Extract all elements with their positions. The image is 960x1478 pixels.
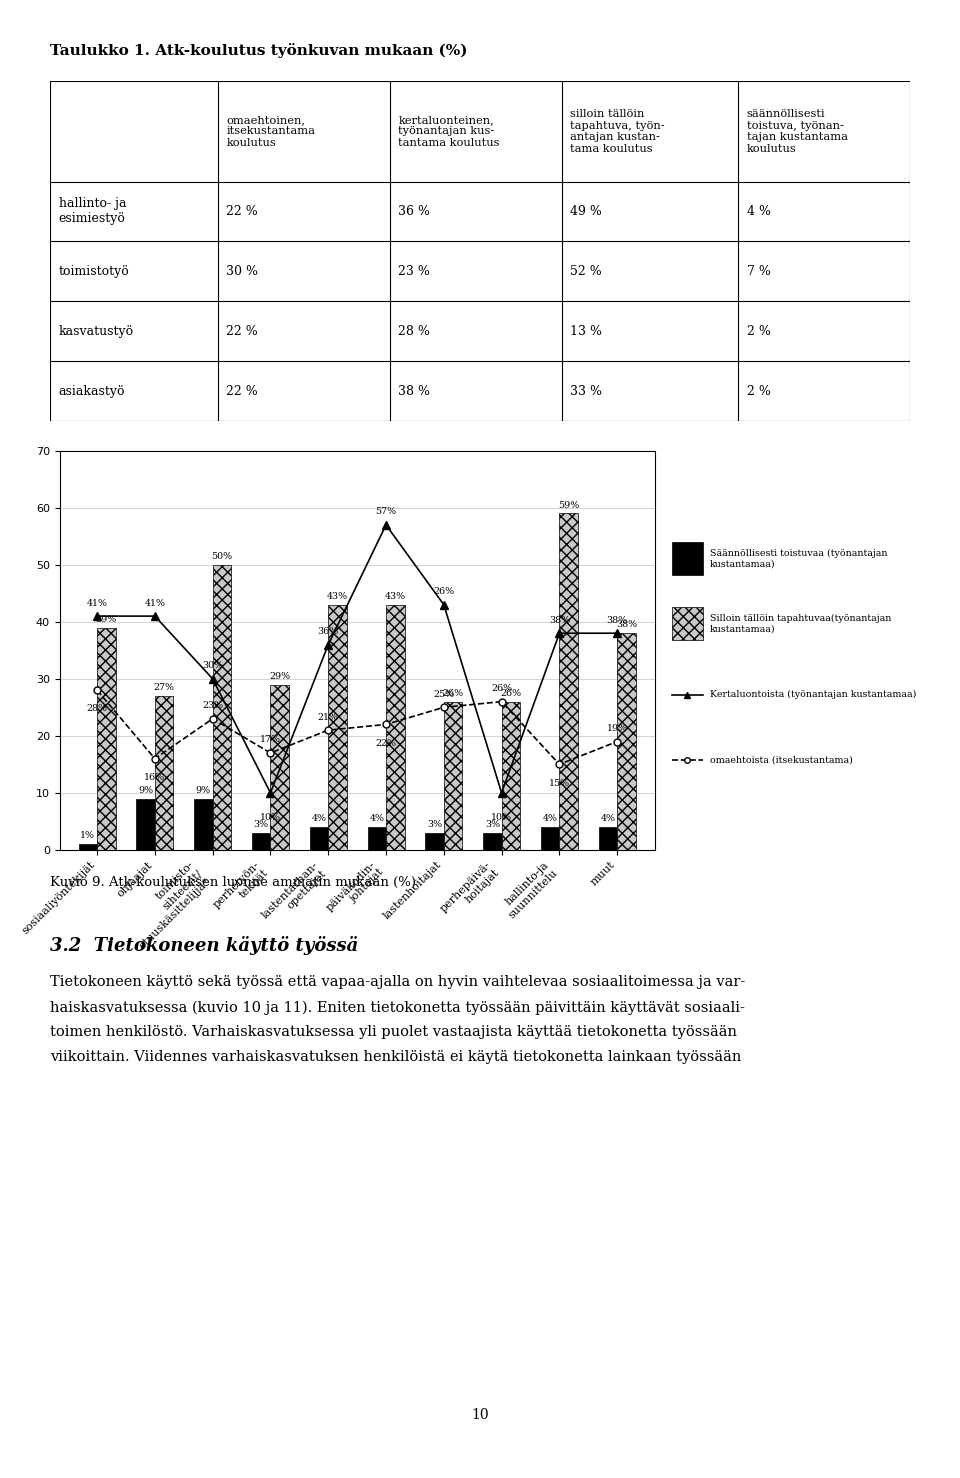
Text: 4%: 4% [311, 814, 326, 823]
Bar [483, 832, 501, 850]
Bar [368, 828, 386, 850]
Bar [672, 607, 703, 640]
Text: 19%: 19% [607, 724, 628, 733]
Text: 10: 10 [471, 1409, 489, 1422]
Text: 23 %: 23 % [398, 265, 430, 278]
Text: 30 %: 30 % [227, 265, 258, 278]
Bar [271, 684, 289, 850]
Bar [155, 696, 174, 850]
Bar [213, 565, 231, 850]
Text: 4%: 4% [370, 814, 384, 823]
Text: 39%: 39% [96, 615, 117, 624]
Text: 15%: 15% [549, 779, 570, 788]
Bar [672, 542, 703, 575]
Bar [386, 605, 404, 850]
Bar [97, 628, 115, 850]
Text: 10%: 10% [260, 813, 281, 822]
Bar [425, 832, 444, 850]
Text: 38%: 38% [616, 621, 637, 630]
Text: 3.2  Tietokoneen käyttö työssä: 3.2 Tietokoneen käyttö työssä [50, 937, 358, 955]
Text: 22 %: 22 % [227, 325, 258, 337]
Text: 13 %: 13 % [570, 325, 602, 337]
Text: 4%: 4% [542, 814, 558, 823]
Bar [444, 702, 463, 850]
Bar [540, 828, 560, 850]
Text: 36 %: 36 % [398, 205, 430, 217]
Text: 26%: 26% [500, 689, 521, 698]
Text: 4 %: 4 % [747, 205, 771, 217]
Text: 9%: 9% [196, 785, 211, 795]
Text: 1%: 1% [81, 831, 95, 840]
Text: säännöllisesti
toistuva, työnan-
tajan kustantama
koulutus: säännöllisesti toistuva, työnan- tajan k… [747, 109, 848, 154]
Text: 33 %: 33 % [570, 384, 602, 398]
Text: 41%: 41% [86, 599, 108, 607]
Text: 43%: 43% [385, 591, 406, 600]
Text: 17%: 17% [260, 736, 281, 745]
Text: 38%: 38% [549, 616, 570, 625]
Text: 38%: 38% [607, 616, 628, 625]
Text: hallinto- ja
esimiestyö: hallinto- ja esimiestyö [59, 198, 126, 226]
Text: 7 %: 7 % [747, 265, 771, 278]
Text: 21%: 21% [318, 712, 339, 721]
Text: 29%: 29% [269, 671, 290, 680]
Text: 50%: 50% [211, 551, 232, 560]
Text: 4%: 4% [600, 814, 615, 823]
Text: 3%: 3% [485, 820, 500, 829]
Text: 28%: 28% [86, 705, 108, 714]
Bar [617, 633, 636, 850]
Bar [560, 513, 578, 850]
Text: kasvatustyö: kasvatustyö [59, 325, 133, 337]
Text: 27%: 27% [154, 683, 175, 692]
Text: 9%: 9% [138, 785, 154, 795]
Text: omaehtoinen,
itsekustantama
koulutus: omaehtoinen, itsekustantama koulutus [227, 115, 315, 148]
Text: 43%: 43% [327, 591, 348, 600]
Bar [79, 844, 97, 850]
Text: 38 %: 38 % [398, 384, 430, 398]
Text: 26%: 26% [491, 684, 512, 693]
Text: 22 %: 22 % [227, 384, 258, 398]
Text: silloin tällöin
tapahtuva, työn-
antajan kustan-
tama koulutus: silloin tällöin tapahtuva, työn- antajan… [570, 109, 665, 154]
Text: 26%: 26% [433, 587, 454, 596]
Text: 3%: 3% [427, 820, 443, 829]
Text: 23%: 23% [203, 701, 224, 709]
Text: 22 %: 22 % [227, 205, 258, 217]
Text: 49 %: 49 % [570, 205, 602, 217]
Bar [310, 828, 328, 850]
Text: 36%: 36% [318, 627, 339, 636]
Text: 28 %: 28 % [398, 325, 430, 337]
Text: 41%: 41% [144, 599, 165, 607]
Text: Taulukko 1. Atk-koulutus työnkuvan mukaan (%): Taulukko 1. Atk-koulutus työnkuvan mukaa… [50, 43, 468, 58]
Text: Kuvio 9. Atk-koulutuksen luonne ammatin mukaan (%): Kuvio 9. Atk-koulutuksen luonne ammatin … [50, 876, 416, 888]
Bar [328, 605, 347, 850]
Text: 22%: 22% [375, 739, 396, 748]
Text: Tietokoneen käyttö sekä työssä että vapaa-ajalla on hyvin vaihtelevaa sosiaalito: Tietokoneen käyttö sekä työssä että vapa… [50, 975, 745, 1064]
Bar [599, 828, 617, 850]
Text: 26%: 26% [443, 689, 464, 698]
Text: 16%: 16% [144, 773, 165, 782]
Bar [136, 798, 155, 850]
Bar [194, 798, 213, 850]
Text: kertaluonteinen,
työnantajan kus-
tantama koulutus: kertaluonteinen, työnantajan kus- tantam… [398, 115, 500, 148]
Text: 2 %: 2 % [747, 384, 771, 398]
Text: omaehtoista (itsekustantama): omaehtoista (itsekustantama) [710, 755, 852, 764]
Text: 30%: 30% [203, 661, 224, 671]
Text: 57%: 57% [375, 507, 396, 516]
Text: 59%: 59% [558, 501, 579, 510]
Text: 52 %: 52 % [570, 265, 602, 278]
Text: toimistotyö: toimistotyö [59, 265, 130, 278]
Text: asiakastyö: asiakastyö [59, 384, 125, 398]
Text: Kertaluontoista (työnantajan kustantamaa): Kertaluontoista (työnantajan kustantamaa… [710, 690, 917, 699]
Text: 10%: 10% [492, 813, 512, 822]
Text: Säännöllisesti toistuvaa (työnantajan
kustantamaa): Säännöllisesti toistuvaa (työnantajan ku… [710, 548, 887, 569]
Text: 25%: 25% [433, 690, 454, 699]
Text: 2 %: 2 % [747, 325, 771, 337]
Text: Silloin tällöin tapahtuvaa(työnantajan
kustantamaa): Silloin tällöin tapahtuvaa(työnantajan k… [710, 613, 892, 634]
Bar [252, 832, 271, 850]
Bar [501, 702, 520, 850]
Text: 3%: 3% [253, 820, 269, 829]
